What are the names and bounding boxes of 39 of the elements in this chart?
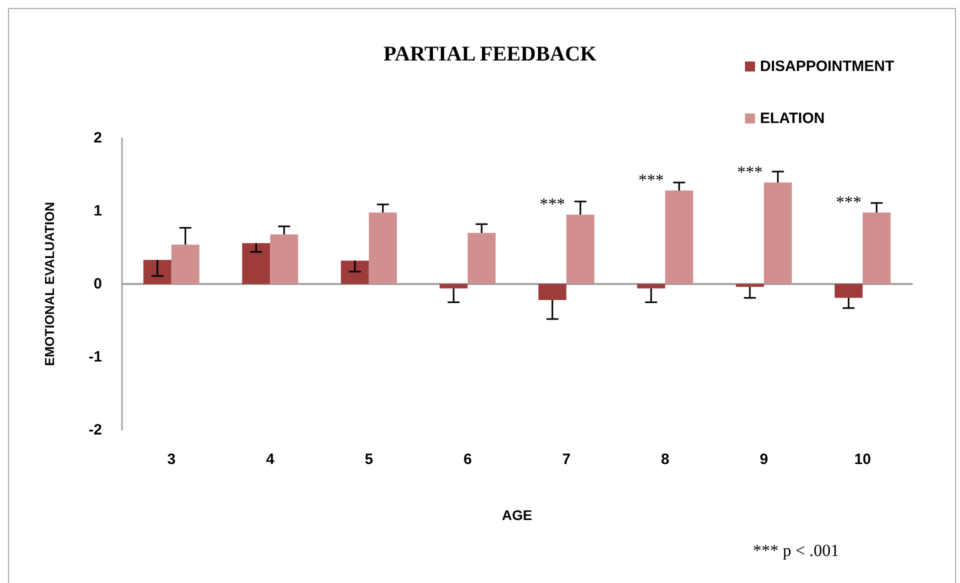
x-axis-title: AGE [502,507,532,523]
bar [468,232,496,284]
legend-label: DISAPPOINTMENT [760,58,894,75]
bar [340,260,369,284]
annotation: *** [836,192,862,212]
y-axis-title: EMOTIONAL EVALUATION [42,202,57,366]
x-tick-label: 10 [854,451,871,468]
y-tick-label: 1 [94,202,102,220]
annotation: *** [540,194,566,214]
y-tick-label: 2 [94,130,102,146]
bar [270,234,298,284]
bar [538,284,566,300]
y-tick-label: -1 [88,348,102,366]
bar [736,284,764,287]
x-tick-label: 3 [167,451,176,468]
x-tick-label: 7 [562,451,571,468]
bar [566,214,594,284]
bar [862,212,891,284]
bar [242,243,270,284]
y-tick-label: -2 [88,422,102,438]
x-tick-label: 6 [463,451,472,468]
bar [440,284,468,288]
x-tick-label: 9 [760,451,768,468]
annotation: *** [737,162,763,182]
bar [764,182,792,284]
text: *** p < .001 [753,541,840,560]
legend-label: ELATION [760,110,825,127]
x-tick-label: 4 [266,451,275,468]
annotation: *** [638,170,664,190]
bar [368,212,397,284]
x-tick-label: 8 [660,451,670,468]
bar [834,284,863,298]
bar [143,260,172,284]
x-tick-label: 5 [364,451,374,468]
bar [171,244,200,284]
y-tick-label: 0 [94,276,102,292]
chart-title: PARTIAL FEEDBACK [384,42,598,66]
bar [665,190,694,284]
bar [637,284,666,288]
